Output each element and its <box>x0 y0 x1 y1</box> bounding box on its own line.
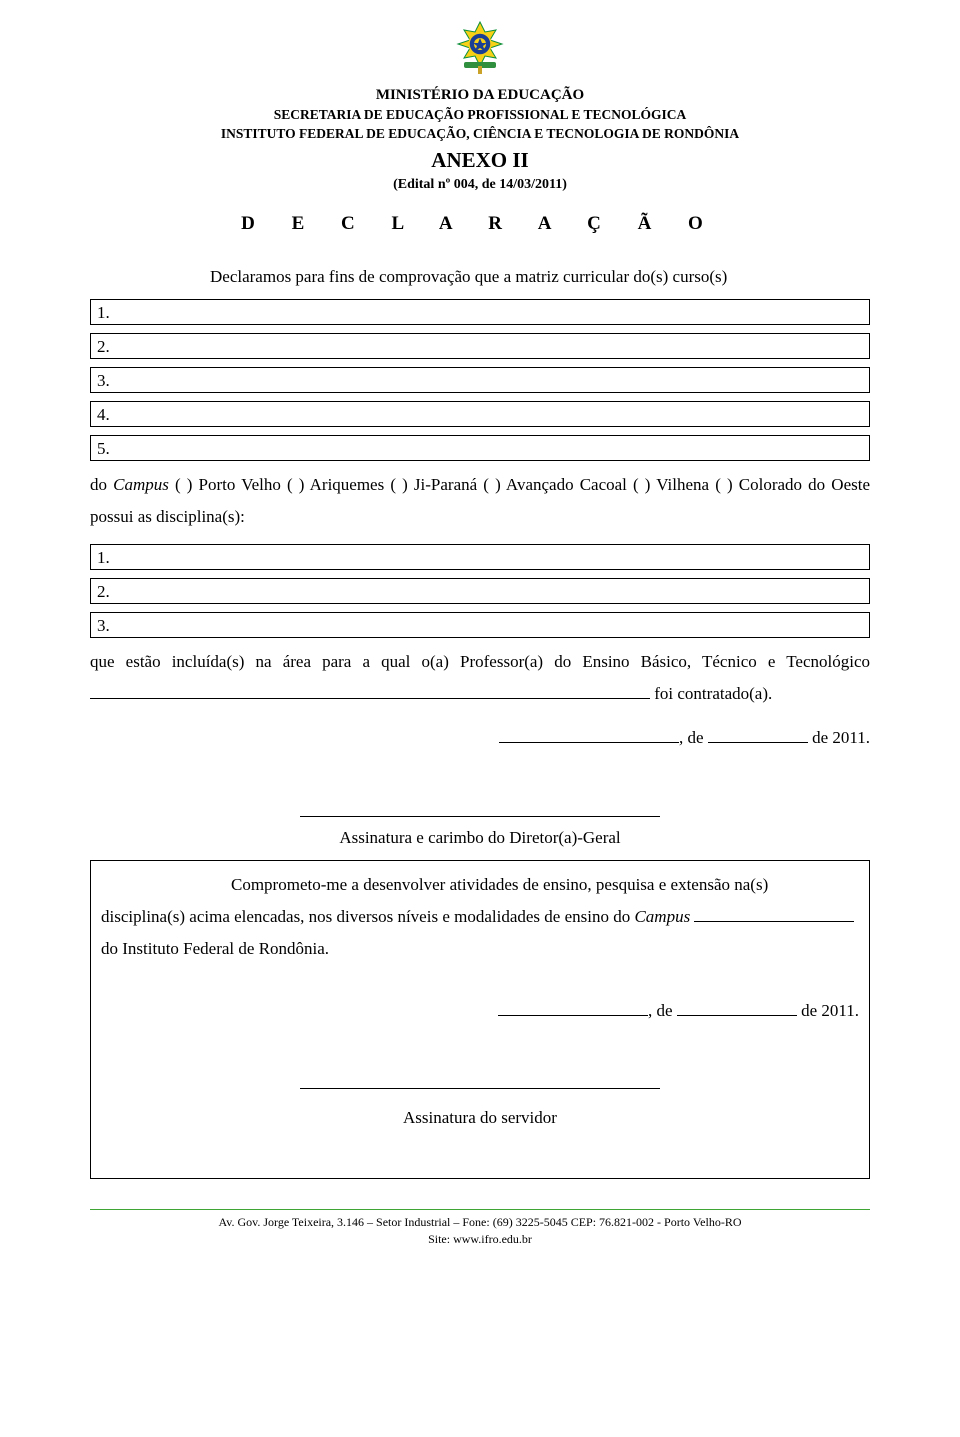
date-year-2: de 2011. <box>797 1001 859 1020</box>
place-blank-2[interactable] <box>498 999 648 1016</box>
commitment-rest2: do Instituto Federal de Rondônia. <box>101 939 329 958</box>
professor-name-blank[interactable] <box>90 682 650 699</box>
lead-paragraph: Declaramos para fins de comprovação que … <box>210 265 870 289</box>
course-row[interactable]: 1. <box>90 299 870 325</box>
date-year: de 2011. <box>808 728 870 747</box>
signature-block-director: Assinatura e carimbo do Diretor(a)-Geral <box>90 800 870 850</box>
footer-address: Av. Gov. Jorge Teixeira, 3.146 – Setor I… <box>90 1214 870 1231</box>
campus-prefix: do <box>90 475 113 494</box>
commitment-rest1: disciplina(s) acima elencadas, nos diver… <box>101 907 634 926</box>
day-blank[interactable] <box>708 726 808 743</box>
day-blank-2[interactable] <box>677 999 797 1016</box>
discipline-row[interactable]: 2. <box>90 578 870 604</box>
date-line-1: , de de 2011. <box>90 726 870 750</box>
ministry-line: MINISTÉRIO DA EDUCAÇÃO <box>90 85 870 106</box>
campus-paragraph: do Campus ( ) Porto Velho ( ) Ariquemes … <box>90 469 870 534</box>
footer-divider <box>90 1209 870 1210</box>
signature-label-servidor: Assinatura do servidor <box>101 1102 859 1134</box>
signature-line-director[interactable] <box>300 816 660 817</box>
course-row[interactable]: 4. <box>90 401 870 427</box>
course-row[interactable]: 5. <box>90 435 870 461</box>
commitment-lead-text: Comprometo-me a desenvolver atividades d… <box>231 875 768 894</box>
campus-word: Campus <box>113 475 169 494</box>
anexo-title: ANEXO II <box>90 146 870 175</box>
edital-subtitle: (Edital nº 004, de 14/03/2011) <box>90 175 870 195</box>
place-blank[interactable] <box>499 726 679 743</box>
discipline-row[interactable]: 3. <box>90 612 870 638</box>
hired-text: foi contratado(a). <box>654 684 772 703</box>
signature-line-servidor[interactable] <box>300 1088 660 1089</box>
signature-block-servidor: Assinatura do servidor <box>101 1068 859 1135</box>
date-sep-2: , de <box>648 1001 677 1020</box>
inclusion-text: que estão incluída(s) na área para a qua… <box>90 652 870 671</box>
campus-options: ( ) Porto Velho ( ) Ariquemes ( ) Ji-Par… <box>90 475 870 526</box>
declaration-title: D E C L A R A Ç Ã O <box>90 211 870 238</box>
institute-line: INSTITUTO FEDERAL DE EDUCAÇÃO, CIÊNCIA E… <box>90 125 870 144</box>
date-sep: , de <box>679 728 708 747</box>
footer: Av. Gov. Jorge Teixeira, 3.146 – Setor I… <box>90 1214 870 1248</box>
date-line-2: , de de 2011. <box>101 995 859 1027</box>
course-row[interactable]: 2. <box>90 333 870 359</box>
brazil-coat-of-arms-icon <box>90 20 870 83</box>
inclusion-paragraph: que estão incluída(s) na área para a qua… <box>90 646 870 711</box>
footer-site: Site: www.ifro.edu.br <box>90 1231 870 1248</box>
commitment-campus-word: Campus <box>634 907 690 926</box>
commitment-lead: Comprometo-me a desenvolver atividades d… <box>231 869 859 901</box>
signature-label-director: Assinatura e carimbo do Diretor(a)-Geral <box>90 826 870 850</box>
secretary-line: SECRETARIA DE EDUCAÇÃO PROFISSIONAL E TE… <box>90 106 870 125</box>
commitment-box: Comprometo-me a desenvolver atividades d… <box>90 860 870 1180</box>
course-row[interactable]: 3. <box>90 367 870 393</box>
discipline-row[interactable]: 1. <box>90 544 870 570</box>
letterhead: MINISTÉRIO DA EDUCAÇÃO SECRETARIA DE EDU… <box>90 20 870 237</box>
campus-name-blank[interactable] <box>694 905 854 922</box>
